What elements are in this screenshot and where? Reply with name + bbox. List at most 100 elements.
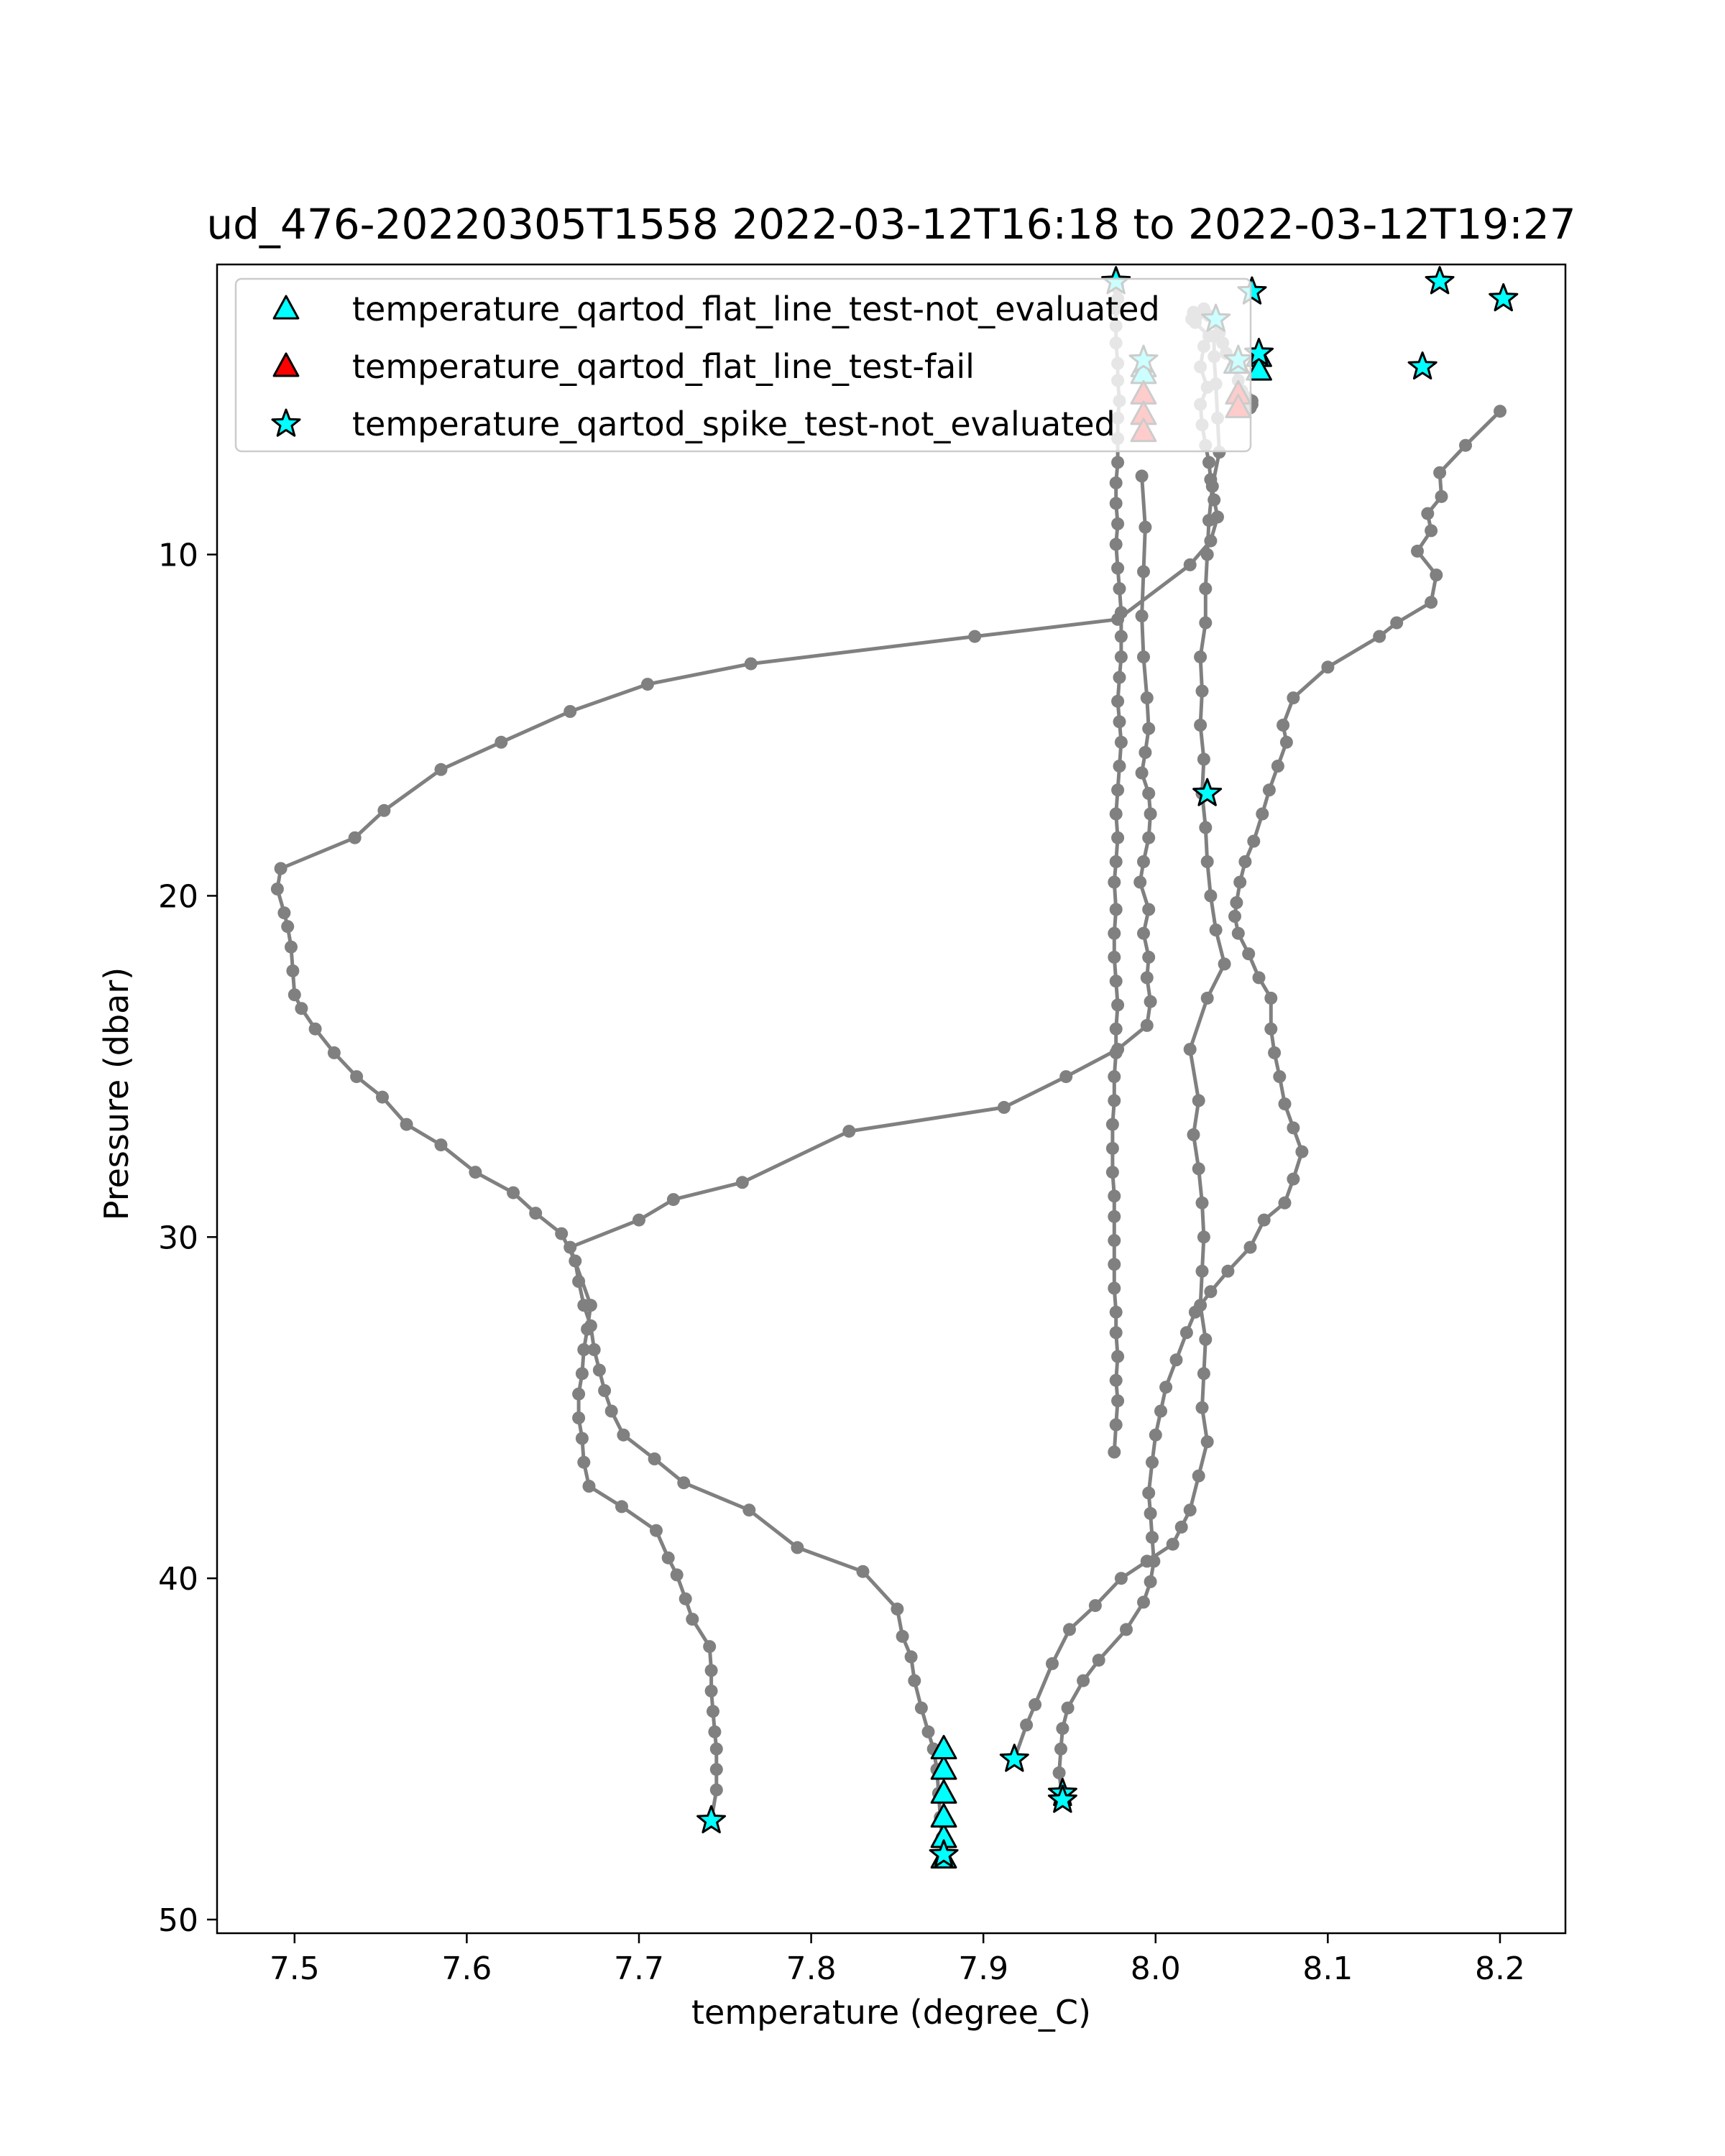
legend: temperature_qartod_flat_line_test-not_ev… <box>234 277 1252 453</box>
profile-4-point <box>1287 1172 1300 1186</box>
profile-3-point <box>1199 616 1213 630</box>
profile-5-point <box>1105 1118 1119 1131</box>
profile-4-point <box>1146 1455 1159 1469</box>
profile-2-point <box>569 1254 582 1268</box>
profile-3-point <box>1195 684 1209 698</box>
series-3-marker <box>999 1743 1029 1772</box>
series-3-marker <box>1489 283 1519 312</box>
profile-1-point <box>1059 1070 1073 1084</box>
legend-marker-1 <box>272 295 300 320</box>
profile-4-point <box>1146 1531 1159 1544</box>
profile-2-point <box>604 1404 618 1418</box>
profile-5-point <box>1109 855 1123 868</box>
profile-4-point <box>1147 1554 1161 1568</box>
profile-2-point <box>908 1674 921 1687</box>
profile-1-point <box>1144 807 1157 821</box>
profile-2-point <box>274 862 288 875</box>
profile-3-point <box>1209 923 1223 936</box>
profile-5-point <box>1111 998 1125 1012</box>
profile-4-point <box>1433 466 1447 479</box>
profile-2-point <box>400 1118 413 1131</box>
series-1-marker <box>930 1755 957 1780</box>
x-tick-label: 7.7 <box>614 1950 664 1987</box>
profile-2-point <box>587 1343 601 1356</box>
profile-5-point <box>1111 1350 1125 1363</box>
profile-1-point <box>1133 875 1147 889</box>
profile-5-point <box>1113 715 1126 729</box>
axis-ticks: 7.5 7.6 7.7 7.8 7.9 8.0 8.1 8.2 10 20 30 40 50 <box>158 538 1525 1987</box>
profile-5-point <box>1109 807 1123 821</box>
profile-4-point <box>1221 1264 1235 1278</box>
profile-2-point <box>270 883 284 895</box>
profile-4-point <box>1228 910 1241 923</box>
profile-4-point <box>1425 524 1438 538</box>
profile-4-point <box>1373 630 1386 643</box>
profile-3-point <box>1199 582 1213 596</box>
profile-5-point <box>1109 975 1123 988</box>
profile-3-point <box>1194 719 1208 732</box>
profile-2-point <box>327 1046 341 1059</box>
profile-5-point <box>1108 1189 1121 1203</box>
profile-4-point <box>1142 1486 1156 1500</box>
profile-2-point <box>648 1452 661 1465</box>
profile-3-point <box>1194 650 1208 664</box>
profile-3-point <box>1192 1162 1205 1176</box>
profile-1-point <box>708 1725 722 1738</box>
profile-5-point <box>1109 903 1123 916</box>
profile-5-point <box>1109 1305 1123 1319</box>
profile-2-point <box>494 735 508 749</box>
profile-1-point <box>575 1367 589 1381</box>
profile-5-point <box>1109 538 1123 551</box>
profile-2-point <box>856 1565 870 1578</box>
profile-4-point <box>1179 1326 1193 1340</box>
profile-5-point <box>1108 1258 1121 1271</box>
profile-3-point <box>1183 1503 1197 1517</box>
series-3-marker <box>696 1805 727 1833</box>
series-3-marker <box>1407 351 1438 380</box>
series-1-marker <box>930 1803 957 1828</box>
profile-1-point <box>1137 650 1150 664</box>
profile-4-point <box>1262 783 1276 797</box>
profile-1-point <box>704 1684 718 1697</box>
plot-area <box>270 266 1519 1869</box>
profile-3-point <box>1195 1264 1209 1278</box>
profile-4-point <box>1276 719 1290 732</box>
profile-2-point <box>286 964 300 977</box>
y-tick-label: 40 <box>158 1561 198 1598</box>
profile-4-point <box>1268 1046 1282 1059</box>
y-tick-label: 50 <box>158 1902 198 1939</box>
profile-4-point <box>1252 971 1266 985</box>
profile-3-point <box>1166 1537 1179 1551</box>
profile-2-point <box>677 1476 691 1490</box>
profile-4-point <box>1077 1674 1090 1687</box>
profile-1-point <box>1142 903 1156 916</box>
profile-4-point <box>1425 596 1438 609</box>
profile-3-point <box>1114 1572 1128 1585</box>
profile-5-point <box>1111 517 1125 530</box>
profile-2-point <box>641 678 654 691</box>
profile-4-point <box>1459 438 1472 452</box>
profile-1-point <box>1140 971 1154 985</box>
legend-label-3: temperature_qartod_spike_test-not_evalua… <box>352 405 1116 443</box>
profile-3-point <box>1046 1657 1059 1670</box>
profile-3-point <box>1187 1128 1200 1141</box>
x-tick-label: 7.8 <box>786 1950 837 1987</box>
profile-1-point <box>1142 722 1156 735</box>
profile-1-point <box>670 1568 684 1582</box>
profile-1-point <box>615 1500 628 1514</box>
y-axis-label: Pressure (dbar) <box>97 967 136 1220</box>
profile-1-point <box>572 1411 586 1424</box>
profile-5-point <box>1109 1326 1123 1340</box>
profile-3-point <box>1063 1623 1076 1636</box>
profile-4-point <box>1295 1145 1309 1158</box>
profile-1-point <box>1135 766 1149 780</box>
profile-5-point <box>1109 1418 1123 1432</box>
profile-3-point <box>1192 1469 1205 1483</box>
profile-2-point <box>285 940 298 954</box>
profile-2-point <box>896 1629 909 1643</box>
profile-4-point <box>1052 1766 1066 1779</box>
profile-4-point <box>1411 544 1424 558</box>
profile-4-point <box>1154 1404 1167 1418</box>
profile-5-point <box>1111 1394 1125 1408</box>
